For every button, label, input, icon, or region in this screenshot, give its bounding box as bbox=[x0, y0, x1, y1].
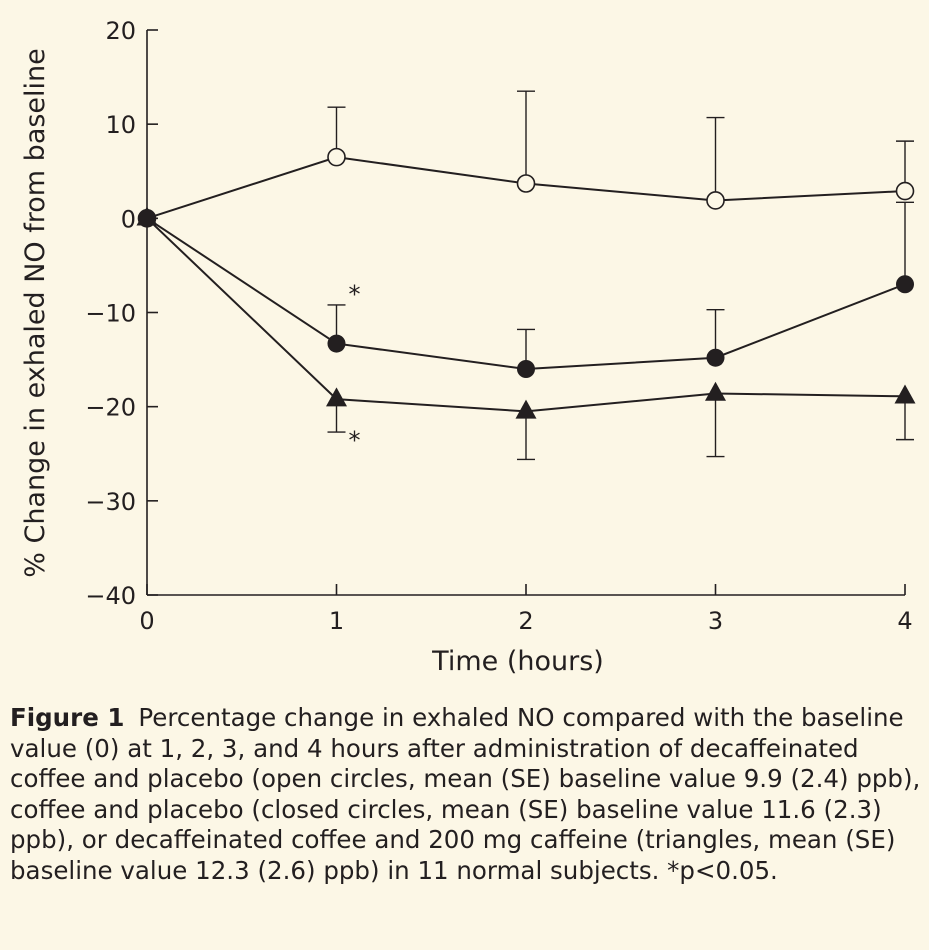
triangle-marker bbox=[894, 384, 916, 404]
triangle-marker bbox=[515, 399, 537, 419]
triangle-marker bbox=[326, 387, 347, 407]
closed-circle-marker bbox=[327, 334, 346, 353]
figure-caption-text: Percentage change in exhaled NO compared… bbox=[10, 703, 921, 885]
triangle-marker bbox=[136, 206, 158, 226]
y-axis-title: % Change in exhaled NO from baseline bbox=[20, 48, 51, 578]
axes bbox=[146, 29, 906, 596]
open-circle-marker bbox=[706, 191, 725, 210]
y-tick-label: −30 bbox=[85, 488, 136, 516]
significance-asterisk: * bbox=[349, 280, 361, 308]
closed-circle-marker bbox=[517, 360, 535, 378]
y-tick-label: 0 bbox=[121, 205, 136, 233]
significance-asterisk: * bbox=[349, 426, 361, 454]
x-tick-label: 0 bbox=[139, 607, 154, 635]
y-tick-label: −20 bbox=[85, 394, 136, 422]
closed-circle-marker bbox=[896, 275, 914, 294]
x-axis-title: Time (hours) bbox=[431, 646, 604, 677]
closed-circle-marker bbox=[706, 348, 725, 367]
open-circle-marker bbox=[516, 174, 536, 193]
y-tick-label: 10 bbox=[105, 111, 136, 139]
x-tick-label: 2 bbox=[518, 607, 533, 635]
figure-caption: Figure 1 Percentage change in exhaled NO … bbox=[10, 703, 922, 886]
x-tick-label: 1 bbox=[329, 607, 344, 635]
y-tick-label: −40 bbox=[85, 582, 136, 610]
open-circle-marker bbox=[895, 181, 915, 201]
triangle-marker bbox=[705, 381, 726, 401]
series-line bbox=[146, 217, 906, 413]
figure-label: Figure 1 bbox=[10, 703, 125, 732]
x-tick-label: 3 bbox=[708, 607, 723, 635]
series-markers bbox=[136, 147, 916, 419]
x-tick-label: 4 bbox=[897, 607, 912, 635]
y-tick-label: −10 bbox=[85, 300, 136, 328]
y-tick-label: 20 bbox=[105, 17, 136, 45]
open-circle-marker bbox=[327, 147, 346, 167]
annotations: ** bbox=[349, 280, 361, 454]
